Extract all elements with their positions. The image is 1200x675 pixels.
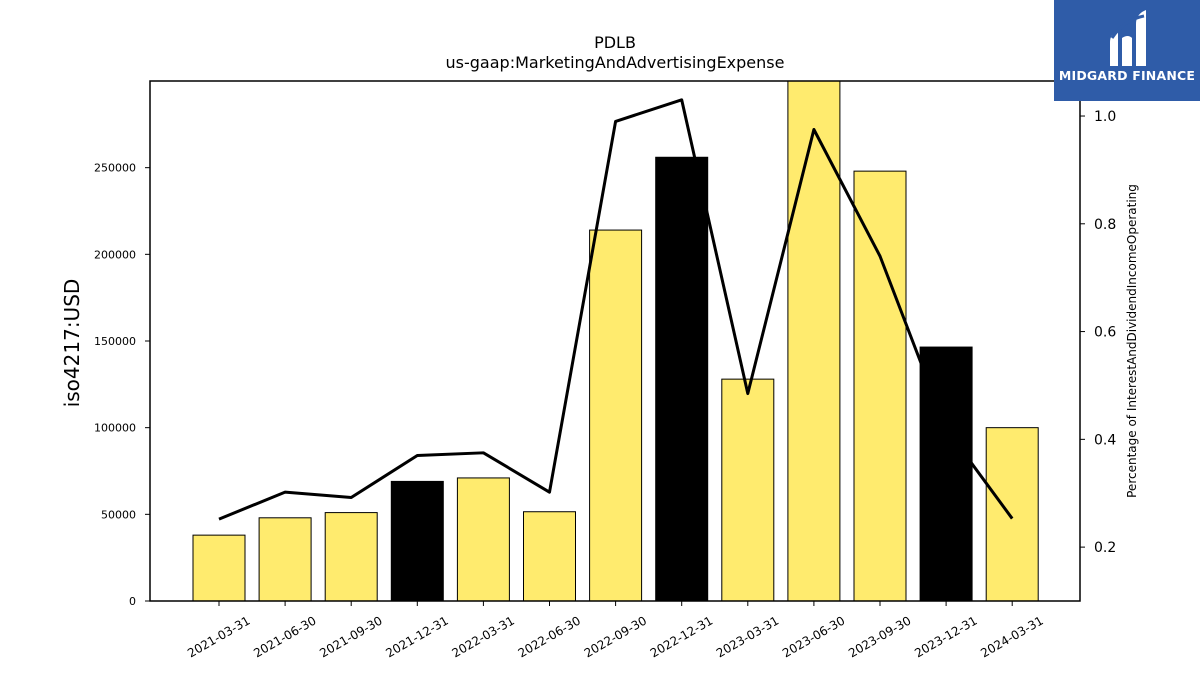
x-tick-label: 2021-03-31	[185, 613, 252, 660]
bar-2022-06-30	[523, 511, 576, 602]
y2-tick-label: 1.0	[1094, 109, 1116, 125]
bar-2023-03-31	[721, 378, 775, 602]
x-tick-label: 2024-03-31	[978, 613, 1045, 660]
bar-2023-09-30	[853, 170, 907, 602]
logo-text: MIDGARD FINANCE	[1058, 68, 1196, 83]
bar-2022-12-31	[655, 156, 709, 602]
x-tick-label: 2021-09-30	[317, 613, 384, 660]
bars-layer	[192, 80, 1039, 602]
bar-2024-03-31	[985, 427, 1039, 602]
bar-2023-06-30	[787, 80, 841, 602]
x-tick-label: 2022-12-31	[648, 613, 715, 660]
bar-2022-03-31	[456, 477, 510, 602]
y-tick-label: 250000	[94, 162, 136, 175]
bar-2022-09-30	[589, 229, 643, 602]
x-tick-label: 2022-09-30	[582, 613, 649, 660]
x-tick-label: 2023-12-31	[912, 613, 979, 660]
line-layer	[218, 98, 1014, 521]
line-series	[218, 98, 1014, 521]
y-tick-label: 50000	[101, 508, 136, 521]
x-tick-label: 2023-09-30	[846, 613, 913, 660]
bar-2023-12-31	[919, 346, 973, 602]
y2-tick-label: 0.8	[1094, 217, 1116, 233]
midgard-logo-icon	[1110, 10, 1146, 66]
y-axis-label: iso4217:USD	[60, 279, 84, 408]
y-tick-label: 0	[129, 595, 136, 608]
x-tick-label: 2023-06-30	[780, 613, 847, 660]
x-tick-label: 2023-03-31	[714, 613, 781, 660]
x-tick-label: 2021-06-30	[251, 613, 318, 660]
bar-2021-03-31	[192, 534, 246, 602]
chart-subtitle: us-gaap:MarketingAndAdvertisingExpense	[446, 53, 785, 72]
bar-2021-09-30	[324, 512, 378, 602]
y-tick-label: 100000	[94, 422, 136, 435]
y2-axis-label: Percentage of InterestAndDividendIncomeO…	[1125, 184, 1139, 498]
y2-tick-label: 0.6	[1094, 325, 1116, 341]
chart-title: PDLB	[594, 33, 636, 52]
x-tick-label: 2022-06-30	[516, 613, 583, 660]
x-tick-label: 2021-12-31	[383, 613, 450, 660]
y2-tick-label: 0.4	[1094, 432, 1116, 448]
x-tick-label: 2022-03-31	[449, 613, 516, 660]
y2-tick-label: 0.2	[1094, 540, 1116, 556]
midgard-finance-logo: MIDGARD FINANCE	[1054, 0, 1200, 101]
y-tick-label: 150000	[94, 335, 136, 348]
bar-2021-12-31	[390, 480, 444, 602]
bar-2021-06-30	[258, 517, 312, 602]
y-tick-label: 200000	[94, 248, 136, 261]
